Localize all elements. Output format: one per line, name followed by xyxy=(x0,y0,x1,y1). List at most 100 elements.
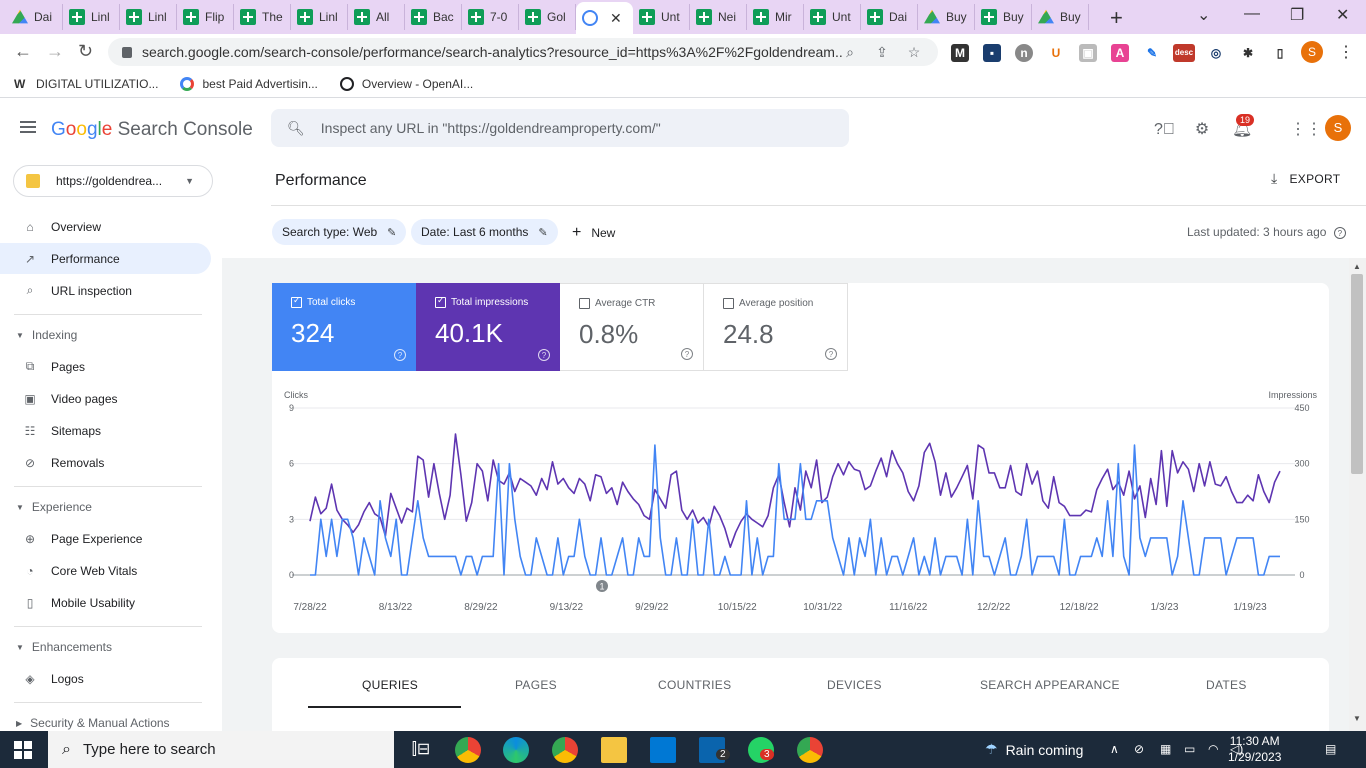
browser-tab[interactable]: 7-0 xyxy=(462,4,519,30)
metric-average-ctr[interactable]: Average CTR 0.8% ? xyxy=(560,283,704,371)
store-icon[interactable] xyxy=(650,737,676,763)
tab-queries[interactable]: QUERIES xyxy=(362,678,419,692)
minimize-button[interactable]: — xyxy=(1244,5,1260,22)
close-window-button[interactable]: ✕ xyxy=(1336,7,1350,24)
menu-icon[interactable] xyxy=(20,121,36,133)
extension-a-icon[interactable]: A xyxy=(1111,44,1129,62)
new-filter-button[interactable]: + New xyxy=(572,224,615,242)
extension-u-icon[interactable]: U xyxy=(1047,44,1065,62)
browser-tab[interactable]: Linl xyxy=(120,4,177,30)
help-icon[interactable]: ? xyxy=(681,348,693,360)
chrome-icon[interactable] xyxy=(552,737,578,763)
file-explorer-icon[interactable] xyxy=(601,737,627,763)
taskbar-search[interactable]: ⌕ Type here to search xyxy=(48,731,394,768)
browser-tab[interactable]: ✕ xyxy=(576,2,633,34)
browser-tab[interactable]: Buy xyxy=(918,4,975,30)
bookmark-item[interactable]: Overview - OpenAI... xyxy=(339,76,473,91)
browser-tab[interactable]: Flip xyxy=(177,4,234,30)
extension-pen-icon[interactable]: ✎ xyxy=(1143,44,1161,62)
tab-countries[interactable]: COUNTRIES xyxy=(658,678,732,692)
sidebar-item-page-experience[interactable]: ⊕ Page Experience xyxy=(0,523,211,554)
url-text[interactable]: search.google.com/search-console/perform… xyxy=(142,44,842,60)
sidebar-item-overview[interactable]: ⌂ Overview xyxy=(0,211,211,242)
edge-icon[interactable] xyxy=(503,737,529,763)
extension-image-icon[interactable]: ▣ xyxy=(1079,44,1097,62)
browser-tab[interactable]: Bac xyxy=(405,4,462,30)
apps-grid-icon[interactable]: ⋮⋮⋮ xyxy=(1290,121,1338,138)
tab-devices[interactable]: DEVICES xyxy=(827,678,882,692)
extension-desc-icon[interactable]: desc xyxy=(1173,44,1195,62)
series-line-clicks[interactable] xyxy=(310,444,1280,576)
browser-tab[interactable]: Dai xyxy=(6,4,63,30)
help-icon[interactable]: ? xyxy=(825,348,837,360)
help-icon[interactable]: ? xyxy=(538,349,550,361)
section-enhancements[interactable]: ▼ Enhancements xyxy=(16,640,112,654)
help-icon[interactable]: ?⃝ xyxy=(1154,121,1175,138)
chevron-up-icon[interactable]: ∧ xyxy=(1110,742,1119,756)
metric-total-clicks[interactable]: Total clicks 324 ? xyxy=(272,283,416,371)
bookmark-item[interactable]: best Paid Advertisin... xyxy=(180,76,318,91)
browser-tab[interactable]: Buy xyxy=(1032,4,1089,30)
new-tab-button[interactable]: + xyxy=(1110,5,1123,30)
performance-chart[interactable]: Clicks Impressions 9 450 6 300 3 150 0 0 1 7/28… xyxy=(272,385,1329,620)
sidebar-item-url-inspection[interactable]: ⌕ URL inspection xyxy=(0,275,211,306)
section-indexing[interactable]: ▼ Indexing xyxy=(16,328,77,342)
avatar[interactable]: S xyxy=(1325,115,1351,141)
chrome-icon[interactable] xyxy=(797,737,823,763)
tray-icon[interactable]: ▦ xyxy=(1160,742,1172,756)
checkbox-icon[interactable] xyxy=(291,295,302,308)
extension-m-icon[interactable]: M xyxy=(951,44,969,62)
battery-icon[interactable]: ▭ xyxy=(1184,742,1196,756)
inspect-url-input[interactable]: 🔍︎ Inspect any URL in "https://goldendre… xyxy=(271,109,849,147)
notifications-icon[interactable]: ▤ xyxy=(1325,742,1337,756)
browser-tab[interactable]: Nei xyxy=(690,4,747,30)
browser-menu-icon[interactable]: ⋮ xyxy=(1338,44,1354,61)
edit-pencil-icon[interactable]: ✎ xyxy=(538,226,548,239)
sidebar-item-removals[interactable]: ⊘ Removals xyxy=(0,447,211,478)
browser-tab[interactable]: Unt xyxy=(804,4,861,30)
filter-chip-date[interactable]: Date: Last 6 months ✎ xyxy=(411,219,558,245)
export-button[interactable]: ⤓ EXPORT xyxy=(1271,170,1340,187)
edit-pencil-icon[interactable]: ✎ xyxy=(387,226,397,239)
extension-folder-icon[interactable]: ▪ xyxy=(983,44,1001,62)
extension-gpt-icon[interactable]: ◎ xyxy=(1207,44,1225,62)
browser-tab[interactable]: Unt xyxy=(633,4,690,30)
back-icon[interactable]: ← xyxy=(14,41,32,61)
scroll-down-icon[interactable]: ▼ xyxy=(1353,714,1361,723)
sidebar-item-logos[interactable]: ◈ Logos xyxy=(0,663,211,694)
bookmark-item[interactable]: W DIGITAL UTILIZATIO... xyxy=(14,76,158,91)
browser-tab[interactable]: Linl xyxy=(291,4,348,30)
reload-icon[interactable]: ↻ xyxy=(78,41,94,61)
close-tab-icon[interactable]: ✕ xyxy=(610,9,622,26)
system-clock[interactable]: 11:30 AM 1/29/2023 xyxy=(1228,733,1281,765)
tab-search-icon[interactable]: ⌄ xyxy=(1197,7,1211,24)
maximize-button[interactable]: ❐ xyxy=(1290,7,1305,24)
extensions-puzzle-icon[interactable]: ✱ xyxy=(1239,44,1257,62)
browser-tab[interactable]: Gol xyxy=(519,4,576,30)
zoom-icon[interactable]: ⌕ xyxy=(846,43,854,60)
url-bar[interactable]: search.google.com/search-console/perform… xyxy=(108,38,938,66)
wifi-icon[interactable]: ◠ xyxy=(1208,742,1219,756)
browser-tab[interactable]: All xyxy=(348,4,405,30)
task-view-icon[interactable]: ⫿⊟ xyxy=(411,741,431,758)
tab-dates[interactable]: DATES xyxy=(1206,678,1247,692)
weather-widget[interactable]: ☂ Rain coming xyxy=(985,741,1083,758)
annotation-marker[interactable] xyxy=(596,580,608,592)
browser-tab[interactable]: The xyxy=(234,4,291,30)
checkbox-icon[interactable] xyxy=(579,298,590,309)
scroll-up-icon[interactable]: ▲ xyxy=(1353,262,1361,271)
windows-start-icon[interactable] xyxy=(14,741,32,759)
series-line-impressions[interactable] xyxy=(309,433,1281,548)
volume-icon[interactable]: ◁) xyxy=(1230,742,1244,756)
filter-chip-search-type[interactable]: Search type: Web ✎ xyxy=(272,219,407,245)
sidebar-item-sitemaps[interactable]: ☷ Sitemaps xyxy=(0,415,211,446)
side-panel-icon[interactable]: ▯ xyxy=(1271,44,1289,62)
sidebar-item-pages[interactable]: ⧉ Pages xyxy=(0,351,211,382)
browser-tab[interactable]: Mir xyxy=(747,4,804,30)
scrollbar-thumb[interactable] xyxy=(1351,274,1363,474)
share-icon[interactable]: ⇪ xyxy=(876,43,888,60)
sidebar-item-performance[interactable]: ↗ Performance xyxy=(0,243,211,274)
metric-average-position[interactable]: Average position 24.8 ? xyxy=(704,283,848,371)
sidebar-item-video-pages[interactable]: ▣ Video pages xyxy=(0,383,211,414)
sidebar-item-core-web-vitals[interactable]: ◔ Core Web Vitals xyxy=(0,555,211,586)
